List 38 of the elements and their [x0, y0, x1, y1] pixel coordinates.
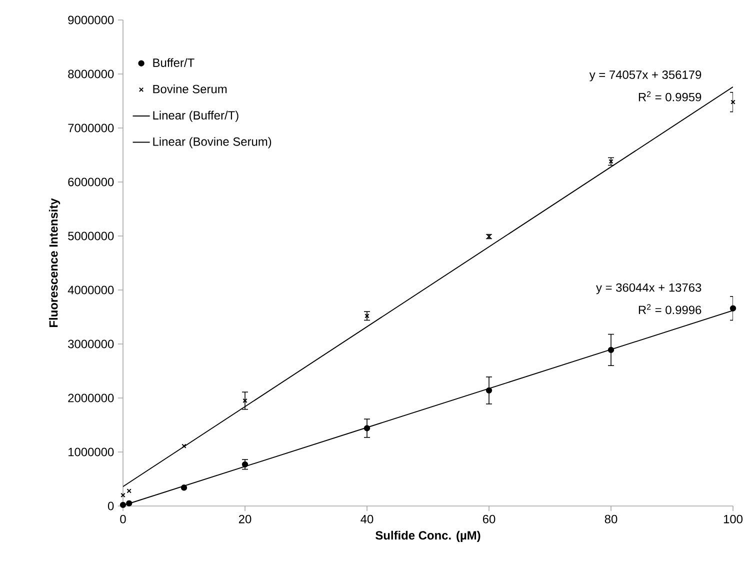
y-tick-label: 2000000: [68, 394, 114, 402]
y-tick-label: 4000000: [68, 286, 114, 294]
annotation: y = 36044x + 13763: [596, 283, 702, 294]
annotation: y = 74057x + 356179: [589, 70, 702, 82]
x-axis-title: Sulfide Conc. (µM): [376, 530, 480, 542]
y-tick-label: 3000000: [68, 340, 114, 348]
point: [730, 305, 736, 312]
point: [120, 502, 126, 508]
y-tick-label: 9000000: [68, 16, 114, 24]
legend-label: Linear (Buffer/T): [153, 110, 238, 122]
point: [364, 314, 370, 318]
x-tick-label: 80: [604, 514, 618, 524]
point: [126, 488, 132, 494]
point: [182, 444, 186, 448]
x-tick-label: 60: [482, 514, 496, 524]
y-tick-label: 8000000: [68, 70, 114, 78]
y-tick-label: 0: [108, 502, 114, 510]
legend-label: Buffer/T: [153, 58, 194, 67]
x-tick-label: 40: [360, 514, 374, 524]
legend-label: Bovine Serum: [153, 84, 227, 94]
point: [608, 346, 614, 354]
legend-label: Linear (Bovine Serum): [153, 137, 272, 148]
annotation: R$^{2}$ = 0.9996: [638, 304, 702, 314]
y-axis-title: Fluorescence Intensity: [48, 198, 60, 327]
y-tick-label: 1000000: [68, 448, 114, 456]
point: [364, 425, 370, 432]
x-tick-label: 20: [238, 514, 252, 524]
point: [126, 500, 132, 506]
annotation: R$^{2}$ = 0.9959: [638, 91, 702, 102]
y-tick-label: 5000000: [68, 232, 114, 240]
y-tick-label: 6000000: [68, 178, 114, 186]
x-tick-label: 100: [724, 514, 743, 524]
point: [242, 461, 248, 468]
point: [120, 492, 126, 498]
point: [486, 387, 492, 394]
point: [180, 484, 188, 491]
y-tick-label: 7000000: [68, 124, 114, 132]
x-tick-label: 0: [120, 514, 126, 524]
